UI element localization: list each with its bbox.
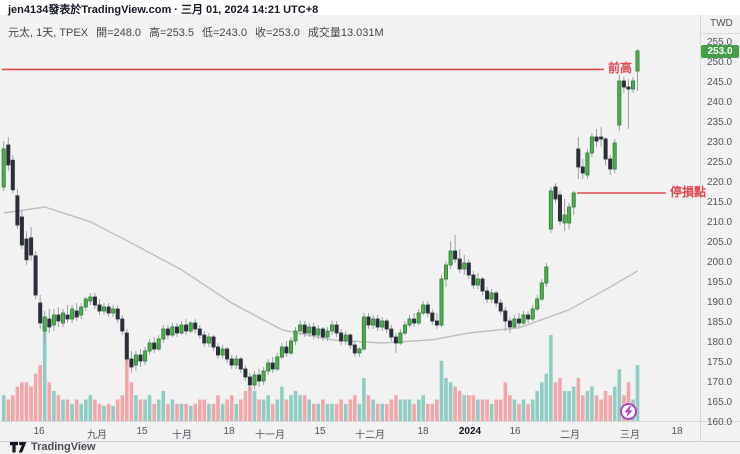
attribution-bar: jen4134發表於TradingView.com · 三月 01, 2024 … [0, 0, 740, 16]
attribution-text: jen4134發表於TradingView.com · 三月 01, 2024 … [8, 4, 319, 16]
time-tick-label: 16 [33, 426, 45, 437]
tradingview-attribution[interactable]: TradingView [10, 440, 96, 454]
open-value: 開=248.0 [96, 27, 142, 39]
prev-high-label[interactable]: 前高 [608, 61, 633, 76]
price-tick-label: 255.0 [707, 37, 733, 48]
time-tick-label: 九月 [87, 430, 107, 441]
time-tick-label: 2024 [458, 426, 482, 437]
brand-text: TradingView [31, 441, 96, 453]
price-tick-label: 170.0 [707, 377, 733, 388]
candles [1, 49, 640, 391]
price-tick-label: 185.0 [707, 317, 733, 328]
last-price-badge: 253.0 [701, 44, 739, 58]
time-tick-label: 十月 [172, 430, 192, 441]
ma-line [3, 206, 638, 344]
close-value: 收=253.0 [254, 27, 300, 39]
price-tick-label: 160.0 [707, 417, 733, 428]
price-tick-label: 220.0 [707, 177, 733, 188]
price-tick-label: 240.0 [707, 97, 733, 108]
symbol-legend: 元太, 1天, TPEX 開=248.0 高=253.5 低=243.0 收=253.0… [8, 24, 392, 40]
price-tick-label: 200.0 [707, 257, 733, 268]
price-tick-label: 190.0 [707, 297, 733, 308]
volume-value: 成交量13.031M [307, 27, 384, 39]
footer-separator [0, 441, 740, 442]
time-tick-label: 十一月 [255, 430, 285, 441]
volume-bars [1, 323, 640, 421]
time-tick-label: 16 [509, 426, 521, 437]
price-tick-label: 235.0 [707, 117, 733, 128]
high-value: 高=253.5 [149, 27, 194, 39]
stop-loss-label[interactable]: 停損點 [670, 185, 707, 199]
price-tick-label: 250.0 [707, 57, 733, 68]
price-tick-label: 180.0 [707, 337, 733, 348]
tradingview-logo-icon [10, 441, 27, 452]
price-tick-label: 195.0 [707, 277, 733, 288]
time-tick-label: 二月 [560, 430, 580, 441]
lightning-icon [624, 406, 633, 417]
axis-header-line [700, 33, 740, 34]
price-tick-label: 230.0 [707, 137, 733, 148]
price-tick-label: 225.0 [707, 157, 733, 168]
time-tick-label: 15 [314, 426, 326, 437]
currency-label: TWD [710, 18, 733, 29]
time-tick-label: 18 [671, 426, 683, 437]
time-axis-separator [0, 421, 740, 422]
price-axis-separator [700, 15, 701, 441]
time-tick-label: 十二月 [355, 430, 385, 441]
low-value: 低=243.0 [201, 27, 247, 39]
price-axis[interactable]: TWD 253.0 255.0 250.0 245.0 240.0 235.0 230.0… [700, 15, 740, 441]
time-tick-label: 三月 [620, 430, 640, 441]
price-tick-label: 175.0 [707, 357, 733, 368]
time-axis[interactable]: 16 九月 15 十月 18 十一月 15 十二月 18 2024 16 二月 三月 18 [0, 421, 700, 441]
time-tick-label: 18 [417, 426, 429, 437]
price-tick-label: 245.0 [707, 77, 733, 88]
boost-badge[interactable] [620, 403, 637, 420]
time-tick-label: 15 [136, 426, 148, 437]
time-tick-label: 18 [223, 426, 235, 437]
price-tick-label: 205.0 [707, 237, 733, 248]
symbol-name: 元太, 1天, TPEX [8, 27, 89, 39]
price-tick-label: 215.0 [707, 197, 733, 208]
price-tick-label: 210.0 [707, 217, 733, 228]
price-tick-label: 165.0 [707, 397, 733, 408]
